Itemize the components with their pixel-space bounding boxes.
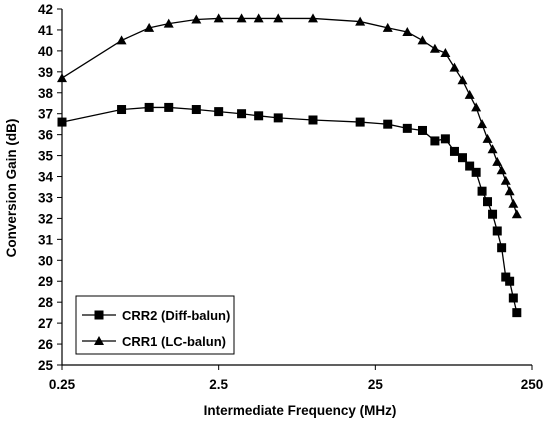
data-point-series-0: [488, 209, 498, 219]
axes-layer: 25 26 27 28 29 30 31 32 33 34 35 36 37 38 39 40 41 42 0.25…: [38, 2, 543, 392]
data-point-series-1: [496, 165, 507, 175]
data-point-series-1: [191, 14, 202, 24]
x-tick-label: 2.5: [209, 377, 228, 392]
legend-marker-1: [94, 336, 104, 345]
data-point-series-1: [482, 133, 493, 143]
legend-label-crr2: CRR2 (Diff-balun): [122, 308, 230, 323]
data-point-series-0: [402, 123, 412, 133]
data-point-series-1: [440, 47, 451, 57]
legend-marker-0: [94, 310, 104, 320]
data-point-series-1: [307, 13, 318, 23]
data-point-series-1: [477, 119, 488, 129]
y-tick-label: 26: [38, 337, 54, 352]
data-point-series-1: [57, 73, 67, 83]
y-tick-label: 33: [38, 190, 54, 205]
data-point-series-1: [457, 75, 468, 85]
series-layer: [57, 13, 522, 318]
y-tick-label: 36: [38, 128, 54, 143]
x-axis-title: Intermediate Frequency (MHz): [204, 403, 397, 418]
data-point-series-0: [273, 113, 283, 123]
data-point-series-0: [440, 134, 450, 144]
x-tick-label: 0.25: [49, 377, 76, 392]
y-tick-label: 30: [38, 253, 53, 268]
data-point-series-0: [117, 105, 127, 115]
data-point-series-1: [429, 43, 440, 53]
y-tick-label: 25: [38, 358, 54, 373]
data-point-series-1: [500, 175, 511, 185]
y-tick-label: 29: [38, 274, 53, 289]
data-point-series-0: [144, 102, 154, 112]
legend-label-crr1: CRR1 (LC-balun): [122, 334, 226, 349]
y-tick-label: 41: [38, 23, 54, 38]
y-tick-label: 27: [38, 316, 53, 331]
y-tick-label: 34: [38, 170, 54, 185]
data-point-series-1: [464, 89, 475, 99]
data-point-series-0: [164, 102, 174, 112]
data-point-series-1: [213, 13, 224, 23]
data-point-series-0: [417, 125, 427, 135]
data-point-series-1: [355, 16, 366, 26]
data-point-series-0: [254, 111, 264, 121]
y-axis-title: Conversion Gain (dB): [4, 119, 19, 258]
data-point-series-1: [471, 102, 482, 112]
data-point-series-0: [430, 136, 440, 146]
data-point-series-1: [382, 22, 393, 32]
data-point-series-0: [465, 161, 475, 171]
legend: CRR2 (Diff-balun) CRR1 (LC-balun): [75, 295, 235, 355]
y-tick-label: 40: [38, 44, 53, 59]
data-point-series-0: [512, 308, 522, 318]
x-tick-label: 25: [368, 377, 384, 392]
data-point-series-0: [308, 115, 318, 125]
data-point-series-1: [449, 62, 460, 72]
data-point-series-0: [383, 119, 393, 129]
y-tick-label: 35: [38, 149, 54, 164]
data-point-series-0: [191, 105, 201, 115]
y-tick-label: 28: [38, 295, 54, 310]
y-tick-label: 31: [38, 232, 54, 247]
data-point-series-0: [483, 197, 493, 207]
data-point-series-0: [57, 117, 67, 127]
data-point-series-0: [471, 167, 481, 177]
data-point-series-1: [402, 27, 413, 37]
data-point-series-0: [355, 117, 365, 127]
data-point-series-0: [449, 146, 459, 156]
data-point-series-0: [477, 186, 487, 196]
data-point-series-1: [492, 156, 503, 166]
y-tick-label: 39: [38, 65, 53, 80]
data-point-series-0: [492, 226, 502, 236]
data-point-series-1: [508, 198, 519, 208]
y-tick-label: 42: [38, 2, 53, 17]
data-point-series-0: [508, 293, 518, 303]
data-point-series-0: [497, 243, 507, 253]
y-tick-label: 32: [38, 211, 53, 226]
data-point-series-1: [511, 209, 522, 219]
legend-items: [82, 310, 116, 345]
data-point-series-0: [457, 153, 467, 163]
data-point-series-1: [487, 144, 498, 154]
data-point-series-1: [273, 13, 284, 23]
data-point-series-1: [236, 13, 247, 23]
y-tick-label: 37: [38, 107, 53, 122]
data-point-series-1: [253, 13, 264, 23]
data-point-series-1: [417, 35, 428, 45]
data-point-series-1: [504, 186, 515, 196]
data-point-series-1: [144, 22, 155, 32]
data-point-series-1: [163, 18, 174, 28]
data-point-series-1: [116, 35, 127, 45]
data-point-series-0: [505, 276, 515, 286]
data-point-series-0: [214, 107, 224, 117]
y-tick-label: 38: [38, 86, 54, 101]
data-point-series-0: [237, 109, 247, 119]
x-tick-label: 250: [521, 377, 544, 392]
